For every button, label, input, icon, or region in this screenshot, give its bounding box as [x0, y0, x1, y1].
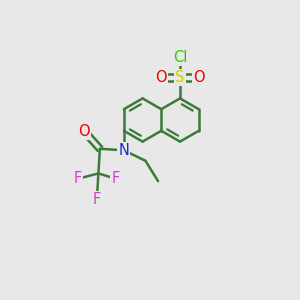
Text: F: F — [74, 171, 82, 186]
Text: O: O — [156, 70, 167, 85]
Text: F: F — [93, 192, 101, 207]
Text: S: S — [175, 70, 185, 85]
Text: Cl: Cl — [173, 50, 187, 64]
Text: O: O — [79, 124, 90, 139]
Text: F: F — [112, 171, 120, 186]
Text: N: N — [118, 143, 129, 158]
Text: O: O — [193, 70, 204, 85]
